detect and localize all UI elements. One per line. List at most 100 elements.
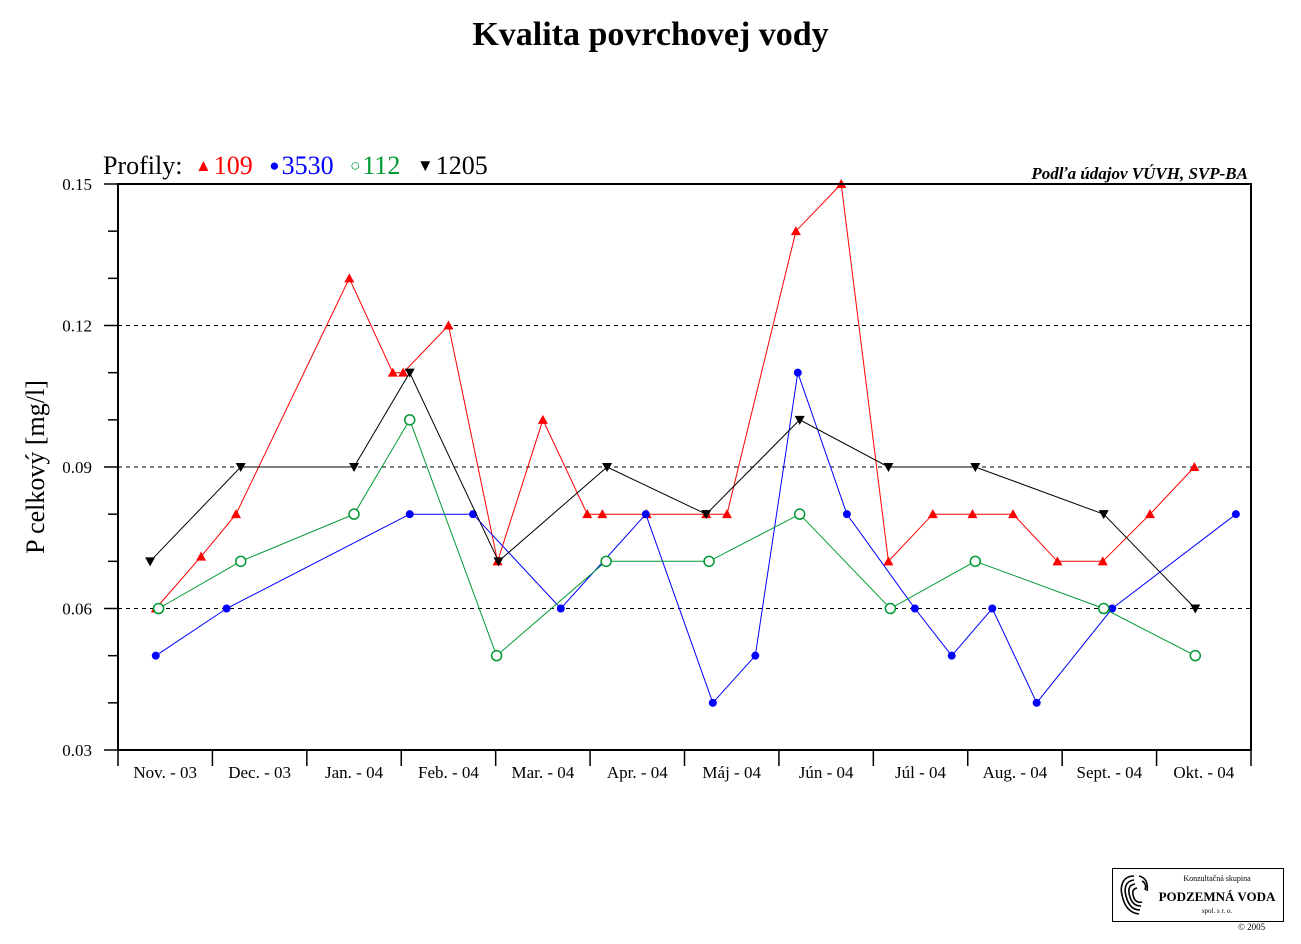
data-point-112: [490, 649, 503, 662]
series-line-112: [158, 418, 1196, 657]
data-point-3530: [1108, 604, 1117, 613]
data-point-112: [152, 602, 165, 615]
logo-company-name: PODZEMNÁ VODA: [1158, 889, 1276, 904]
data-point-3530: [910, 604, 919, 613]
data-point-1205: [1190, 604, 1201, 614]
data-point-109: [537, 414, 548, 424]
filled-circle-icon: ●: [269, 156, 280, 175]
logo-line-1: Konzultačná skupina: [1183, 874, 1251, 883]
data-point-112: [234, 555, 247, 568]
x-tick-label: Máj - 04: [702, 763, 761, 782]
data-point-109: [883, 556, 894, 566]
data-point-3530: [151, 651, 160, 660]
data-point-1205: [1098, 510, 1109, 520]
data-point-3530: [947, 651, 956, 660]
x-tick-label: Apr. - 04: [607, 763, 668, 782]
data-point-109: [398, 367, 409, 377]
chart-title: Kvalita povrchovej vody: [472, 16, 829, 53]
y-tick-label: 0.12: [62, 317, 92, 336]
data-point-109: [196, 551, 207, 561]
data-point-109: [1189, 462, 1200, 471]
data-point-109: [1052, 556, 1063, 566]
data-point-3530: [708, 698, 717, 707]
triangle-up-icon: ▲: [194, 156, 212, 175]
data-point-1205: [235, 463, 246, 472]
data-point-1205: [145, 557, 156, 567]
copyright-note: © 2005: [1238, 922, 1266, 932]
data-point-3530: [641, 510, 650, 519]
x-tick-label: Feb. - 04: [418, 763, 479, 782]
data-point-109: [790, 226, 801, 236]
data-point-3530: [988, 604, 997, 613]
x-tick-label: Jún - 04: [799, 763, 854, 782]
data-point-112: [1189, 649, 1202, 662]
data-point-109: [344, 273, 355, 283]
data-point-109: [721, 509, 732, 519]
y-tick-label: 0.06: [62, 600, 92, 619]
x-tick-label: Mar. - 04: [511, 763, 574, 782]
series-line-109: [155, 182, 1195, 609]
data-point-109: [597, 509, 608, 519]
source-note: Podľa údajov VÚVH, SVP-BA: [1031, 164, 1248, 183]
data-point-3530: [842, 510, 851, 519]
legend-entry-1205: ▼1205: [417, 151, 488, 180]
data-point-109: [927, 509, 938, 519]
data-point-1205: [349, 463, 360, 472]
data-point-3530: [405, 510, 414, 519]
y-tick-label: 0.09: [62, 458, 92, 477]
data-point-109: [967, 509, 978, 519]
series-layer: [145, 179, 1240, 707]
x-tick-label: Aug. - 04: [983, 763, 1048, 782]
open-circle-icon: ○: [350, 156, 361, 175]
y-axis-label: P celkový [mg/l]: [21, 380, 50, 554]
data-point-112: [600, 555, 612, 568]
data-point-3530: [1032, 698, 1041, 707]
data-point-1205: [602, 463, 613, 472]
data-point-1205: [883, 463, 894, 472]
data-point-109: [387, 367, 398, 377]
x-tick-label: Jan. - 04: [325, 763, 384, 782]
data-point-1205: [970, 463, 981, 472]
legend: Profily: ▲109 ●3530 ○112 ▼1205: [103, 151, 498, 181]
grid-layer: [118, 325, 1251, 609]
data-point-109: [443, 320, 454, 330]
data-point-1205: [404, 368, 415, 378]
x-tick-label: Júl - 04: [895, 763, 947, 782]
legend-entry-3530: ●3530: [269, 151, 340, 180]
data-point-3530: [751, 651, 760, 660]
x-tick-label: Sept. - 04: [1077, 763, 1143, 782]
data-point-112: [703, 555, 715, 568]
data-point-1205: [493, 557, 504, 567]
data-point-109: [231, 509, 242, 519]
axis-layer: 0.03 0.06 0.09 0.12 0.15 Nov. - 03 Dec. - 03 Ja…: [62, 175, 1252, 782]
legend-text-112: 112: [362, 151, 401, 180]
data-point-1205: [794, 415, 805, 425]
x-tick-label: Nov. - 03: [133, 763, 197, 782]
data-point-112: [1097, 602, 1110, 615]
y-tick-label: 0.03: [62, 741, 92, 760]
legend-text-3530: 3530: [281, 151, 334, 180]
y-tick-label: 0.15: [62, 175, 92, 194]
series-line-3530: [155, 372, 1237, 704]
data-point-3530: [556, 604, 565, 613]
x-tick-label: Okt. - 04: [1173, 763, 1234, 782]
legend-entry-112: ○112: [350, 151, 407, 180]
logo-line-3: spol. s r. o.: [1201, 907, 1233, 915]
data-point-109: [1008, 509, 1019, 519]
data-point-3530: [793, 368, 802, 377]
data-point-112: [403, 414, 416, 426]
legend-text-1205: 1205: [435, 151, 488, 180]
legend-entry-109: ▲109: [195, 151, 259, 180]
x-tick-label: Dec. - 03: [228, 763, 291, 782]
data-point-3530: [1231, 510, 1240, 519]
data-point-109: [1144, 509, 1155, 519]
company-logo: Konzultačná skupina PODZEMNÁ VODA spol. …: [1112, 868, 1284, 922]
data-point-112: [348, 508, 360, 520]
data-point-3530: [222, 604, 231, 613]
data-point-1205: [701, 510, 712, 520]
data-point-112: [884, 602, 897, 615]
legend-text-109: 109: [213, 151, 253, 180]
triangle-down-icon: ▼: [416, 156, 434, 175]
data-point-109: [582, 509, 593, 519]
data-point-112: [969, 555, 982, 568]
